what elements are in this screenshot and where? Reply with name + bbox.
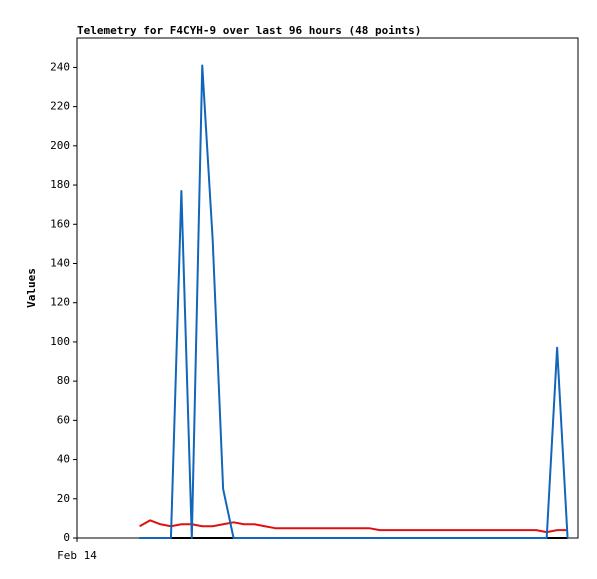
- series-line: [139, 519, 568, 534]
- y-tick-label: 180: [50, 178, 70, 191]
- y-axis-label: Values: [25, 268, 38, 308]
- series-line: [139, 64, 569, 539]
- y-tick-label: 40: [57, 453, 70, 466]
- y-tick-label: 100: [50, 335, 70, 348]
- y-tick-label: 240: [50, 60, 70, 73]
- y-tick-label: 220: [50, 100, 70, 113]
- y-tick-label: 60: [57, 413, 70, 426]
- y-tick-label: 200: [50, 139, 70, 152]
- y-tick-label: 140: [50, 256, 70, 269]
- y-tick-label: 0: [63, 531, 70, 544]
- y-tick-label: 20: [57, 492, 70, 505]
- chart-title: Telemetry for F4CYH-9 over last 96 hours…: [77, 24, 421, 37]
- y-tick-label: 120: [50, 296, 70, 309]
- y-tick-label: 160: [50, 217, 70, 230]
- plot-frame: [76, 37, 579, 539]
- x-tick-label: Feb 14: [57, 549, 97, 562]
- y-tick-label: 80: [57, 374, 70, 387]
